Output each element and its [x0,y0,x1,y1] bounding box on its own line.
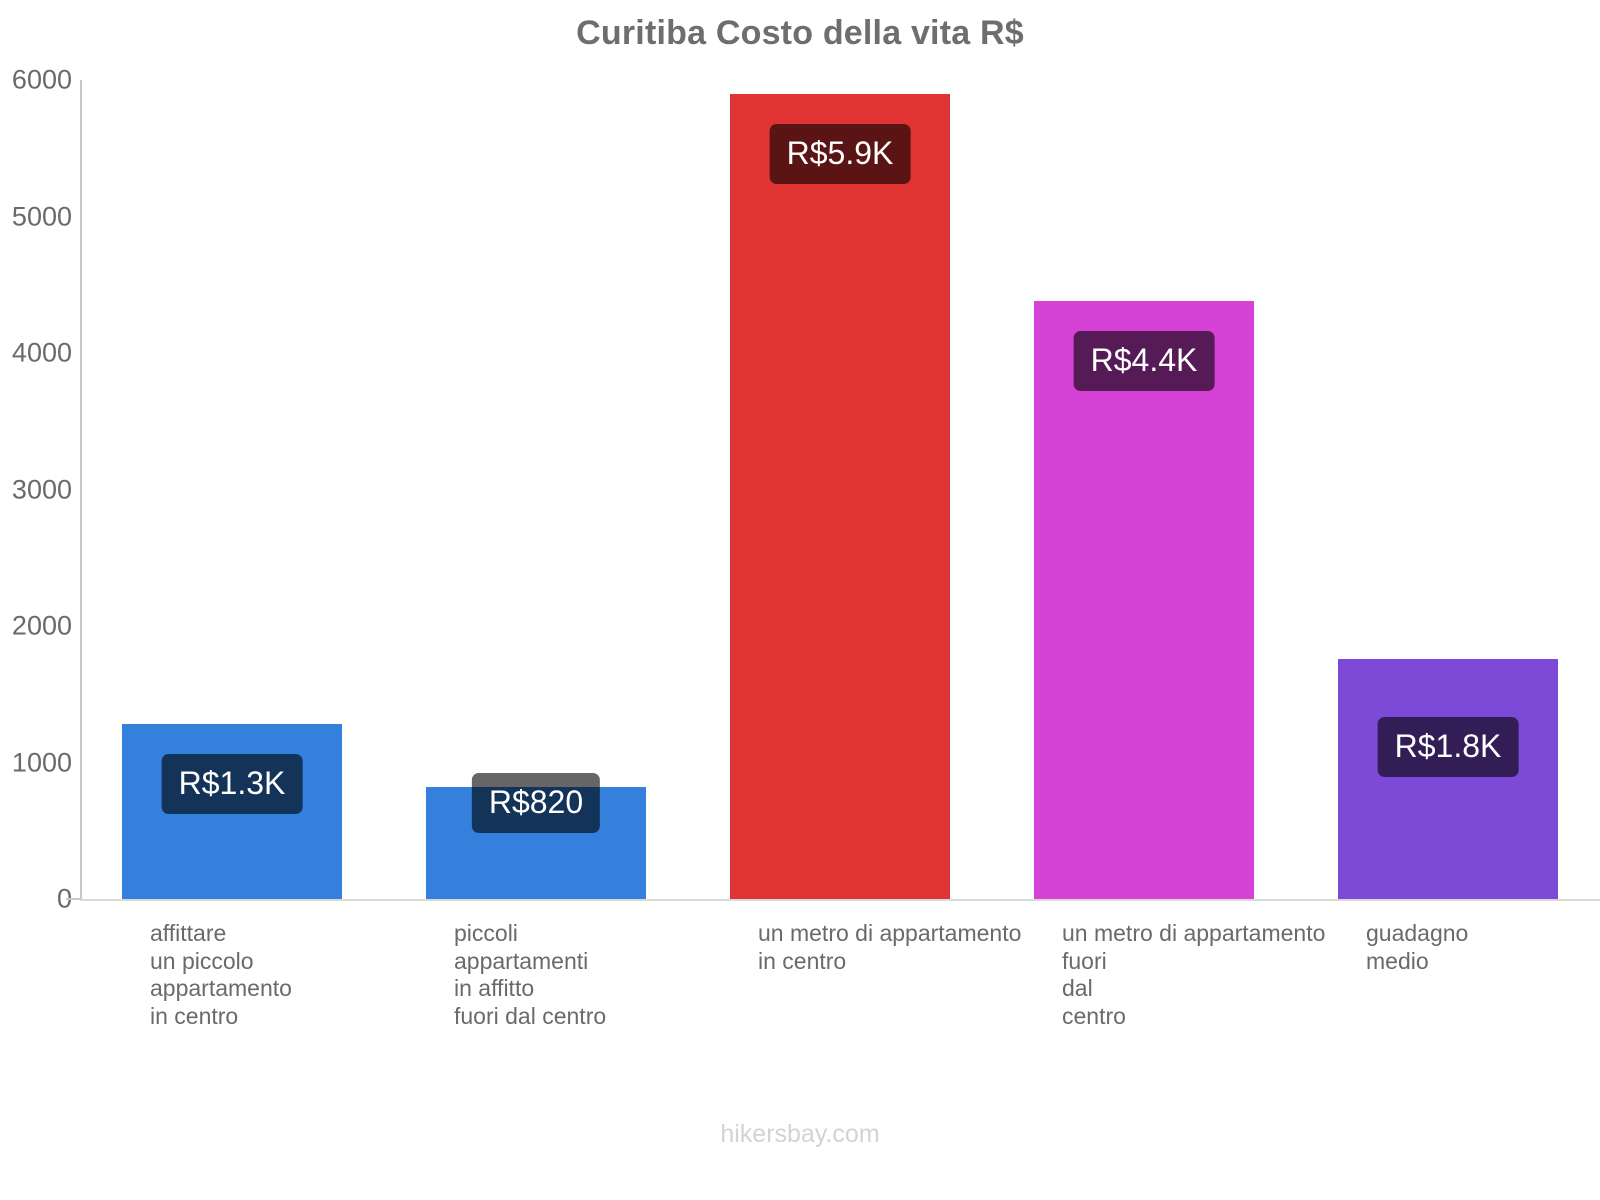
chart-title: Curitiba Costo della vita R$ [576,14,1024,52]
bar[interactable]: R$1.3K [122,724,342,899]
bar[interactable]: R$820 [426,773,646,899]
bar[interactable]: R$5.9K [730,93,950,899]
y-axis-tick-mark [66,898,80,900]
x-axis-category-label: piccoli appartamenti in affitto fuori da… [454,920,607,1029]
bar-value-label: R$1.8K [1377,716,1519,777]
bar-value-label: R$5.9K [769,123,911,184]
watermark-text: hikersbay.com [720,1120,880,1148]
x-axis-category-label: un metro di appartamento fuori dal centr… [1062,920,1326,1029]
y-axis-tick-label: 3000 [11,474,72,504]
x-axis-category-label: affittare un piccolo appartamento in cen… [150,920,292,1029]
y-axis-tick-label: 0 [56,883,72,914]
y-axis-tick-label: 2000 [11,610,72,641]
y-axis-tick-label: 4000 [11,337,72,368]
y-axis-tick-label: 5000 [11,201,72,231]
x-axis-category-label: un metro di appartamento in centro [758,920,1022,974]
bar-value-label: R$4.4K [1073,331,1215,392]
bar[interactable]: R$1.8K [1338,658,1558,899]
bar-value-label: R$1.3K [161,754,303,815]
bar[interactable]: R$4.4K [1034,301,1254,899]
x-axis-category-label: guadagno medio [1366,920,1469,974]
x-axis-baseline [80,899,1600,901]
plot-area: 0 1000 2000 3000 4000 5000 6000 R$1.3K R$820 R$5… [12,65,1600,914]
bar-value-label: R$820 [471,773,601,834]
y-axis-tick-label: 6000 [11,64,72,95]
y-axis-tick-label: 1000 [11,747,72,777]
y-axis-line [80,80,82,900]
